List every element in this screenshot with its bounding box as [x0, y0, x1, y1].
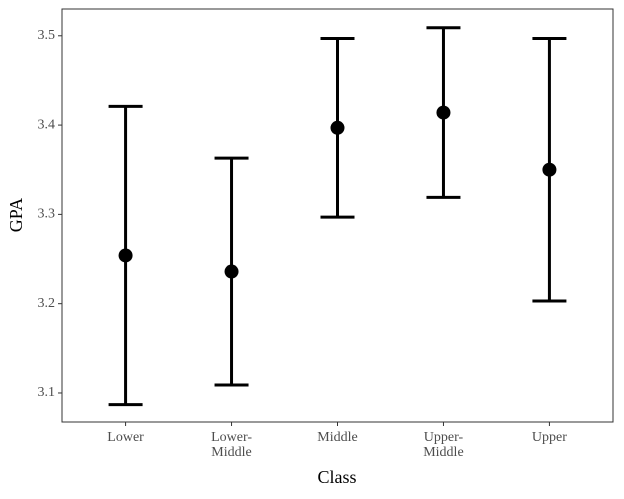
y-tick-label: 3.1: [38, 385, 56, 400]
y-tick-label: 3.5: [38, 28, 56, 43]
x-axis-title: Class: [317, 467, 356, 487]
x-tick-label: Middle: [317, 430, 358, 445]
point: [224, 264, 239, 279]
y-tick-label: 3.2: [38, 296, 56, 311]
y-tick-label: 3.3: [38, 207, 56, 222]
point: [436, 105, 451, 120]
y-tick-label: 3.4: [38, 117, 56, 132]
x-tick-label: Lower- Middle: [211, 430, 252, 460]
x-tick-label: Lower: [107, 430, 144, 445]
point: [330, 120, 345, 135]
point: [118, 248, 133, 263]
x-tick-label: Upper- Middle: [423, 430, 464, 460]
point: [542, 162, 557, 177]
x-tick-label: Upper: [531, 430, 567, 445]
y-axis-title: GPA: [6, 198, 26, 232]
